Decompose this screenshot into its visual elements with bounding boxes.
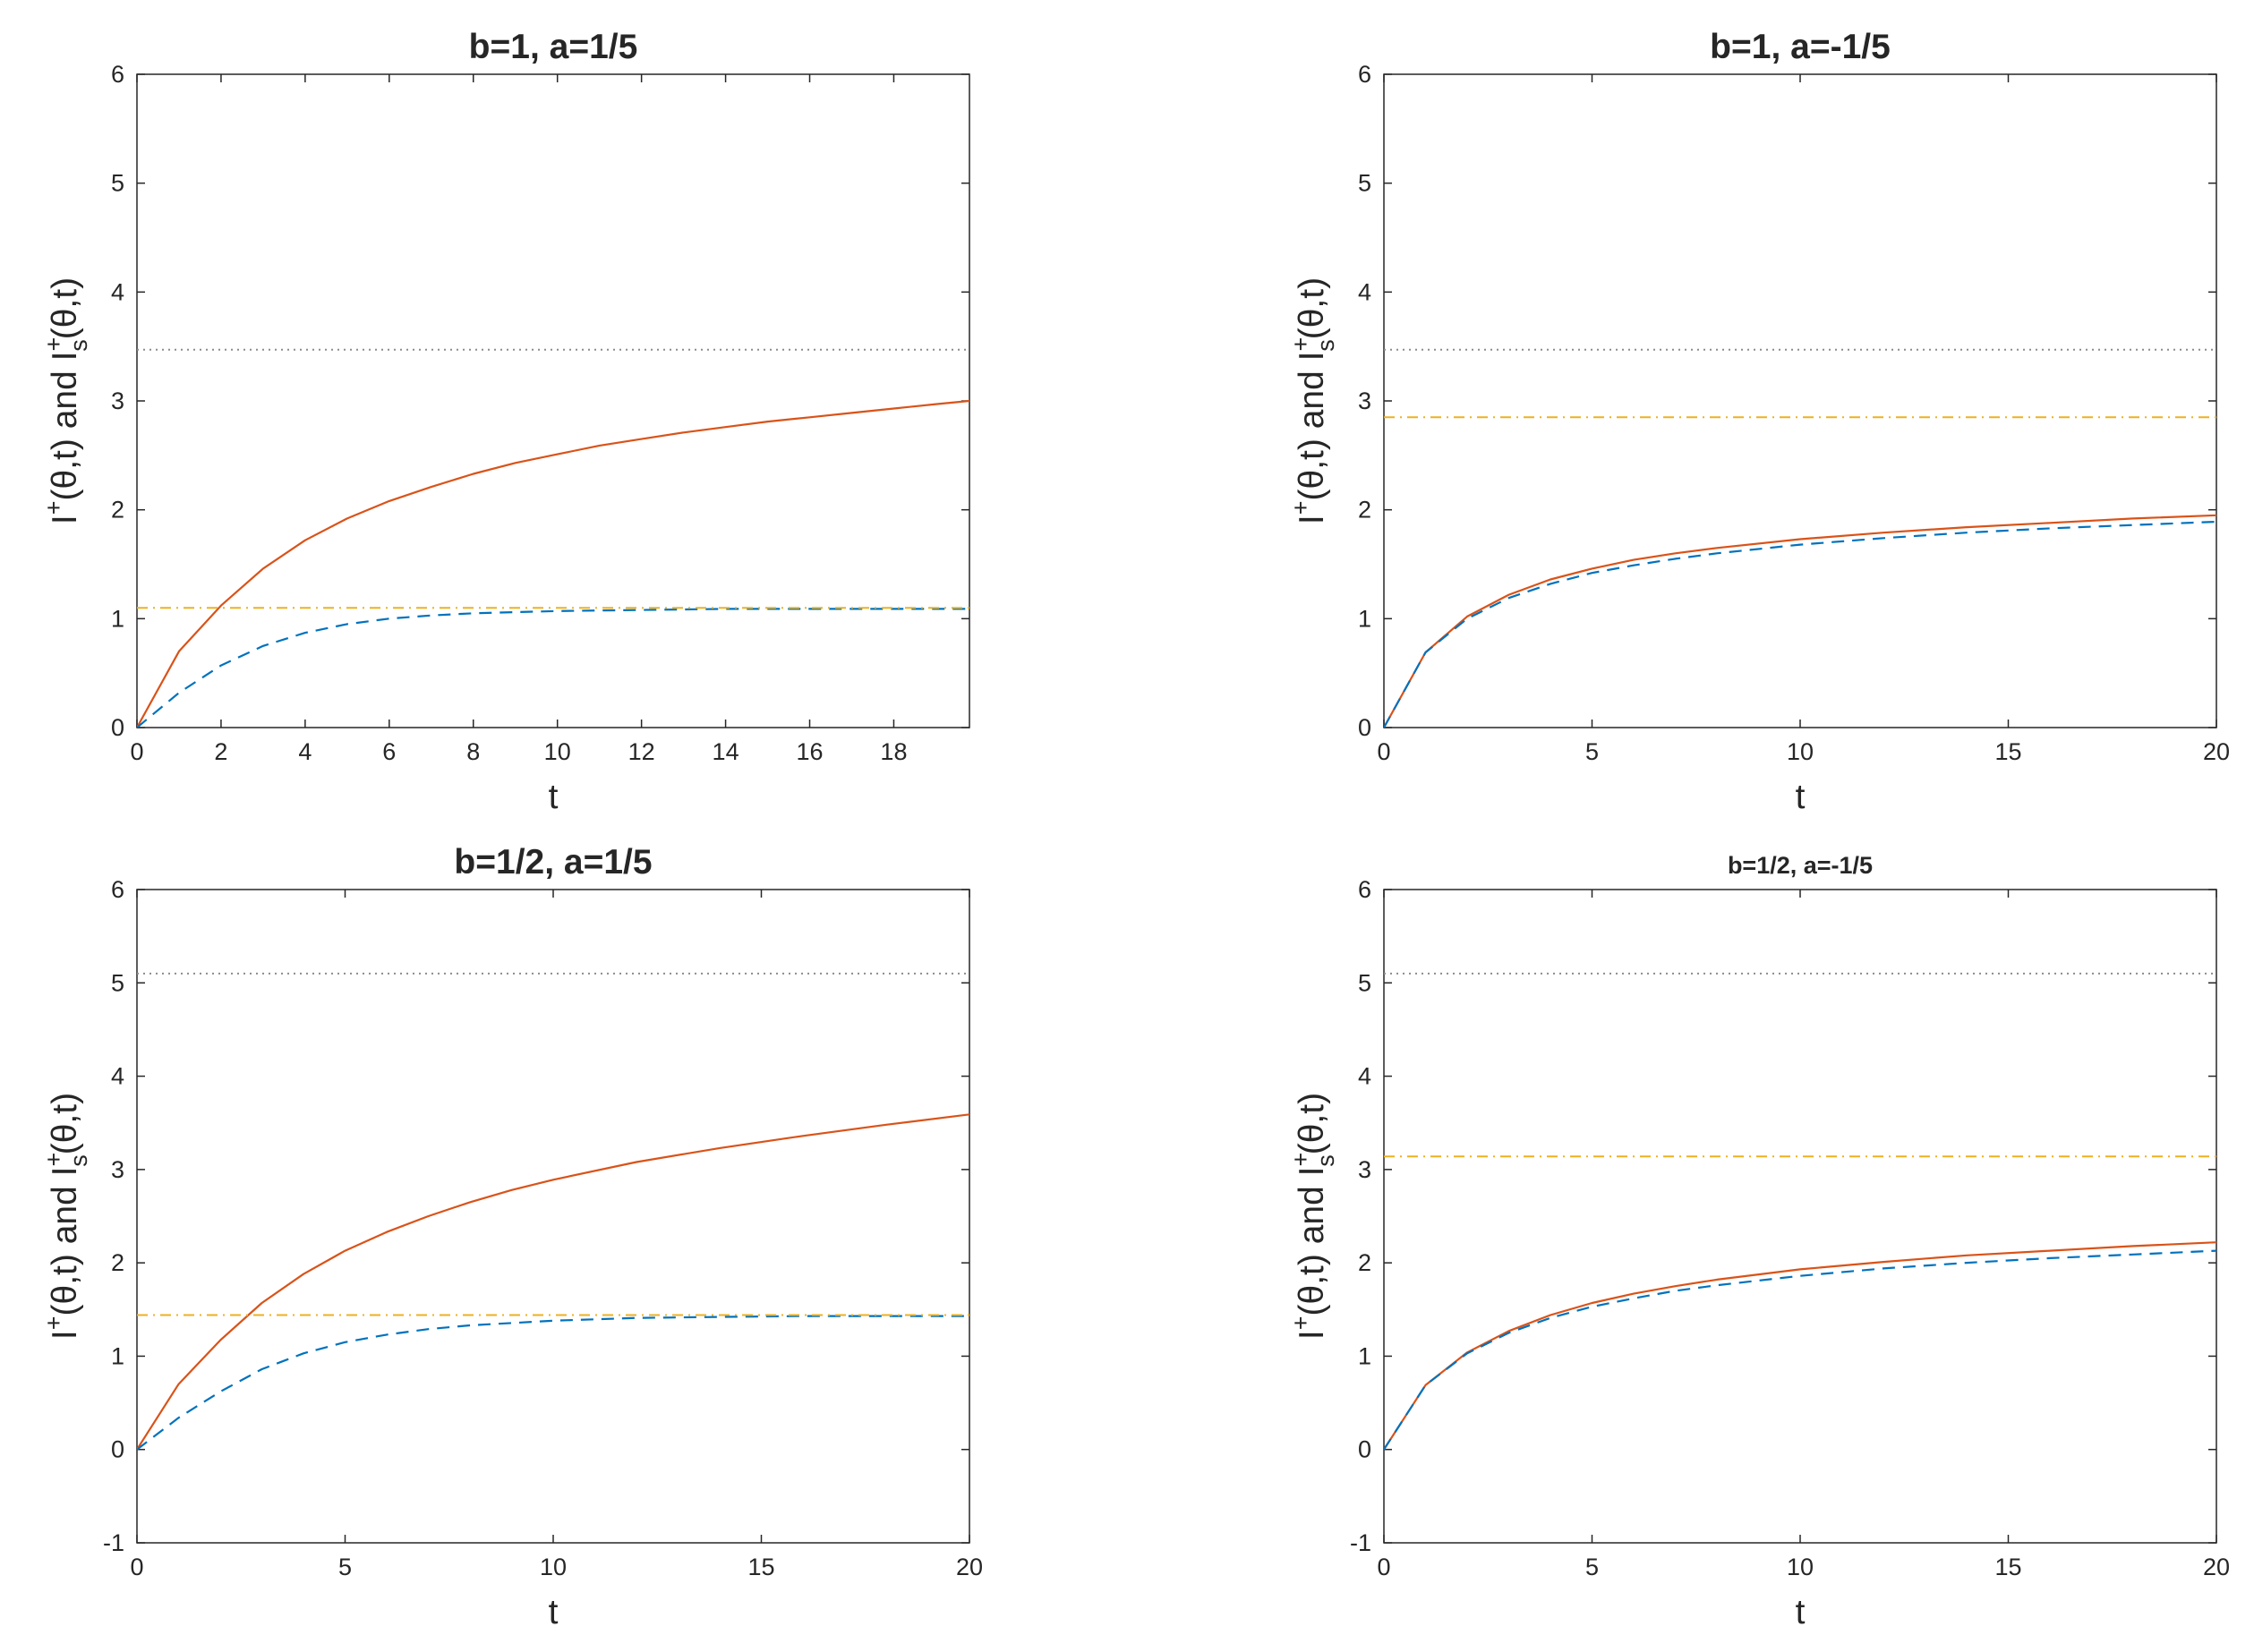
y-tick-label: 1 bbox=[1358, 1342, 1371, 1369]
y-axis-label: I+(θ,t) and I+s(θ,t) bbox=[1287, 277, 1339, 524]
y-tick-label: 4 bbox=[1358, 278, 1371, 305]
y-tick-label: 1 bbox=[111, 1342, 124, 1369]
plot-area bbox=[1383, 73, 2217, 728]
y-tick-label: 0 bbox=[1358, 1436, 1371, 1463]
x-tick-label: 12 bbox=[628, 738, 655, 765]
y-axis-label: I+(θ,t) and I+s(θ,t) bbox=[40, 277, 92, 524]
series-line-solid bbox=[1384, 1241, 2216, 1451]
series-line-solid bbox=[137, 1113, 969, 1451]
y-tick-label: 1 bbox=[1358, 605, 1371, 632]
y-tick-label: 4 bbox=[1358, 1063, 1371, 1090]
y-tick-label: 2 bbox=[1358, 497, 1371, 524]
series-line-solid bbox=[137, 399, 969, 728]
plot-area bbox=[136, 73, 970, 728]
y-tick-label: 0 bbox=[111, 1436, 124, 1463]
y-tick-label: 6 bbox=[1358, 876, 1371, 903]
x-tick-label: 10 bbox=[1787, 738, 1814, 765]
plot-area bbox=[136, 889, 970, 1544]
chart-title: b=1, a=-1/5 bbox=[1710, 28, 1891, 66]
x-tick-label: 0 bbox=[1377, 738, 1390, 765]
y-axis-label: I+(θ,t) and I+s(θ,t) bbox=[1287, 1093, 1339, 1340]
x-axis-label: t bbox=[1796, 778, 1806, 816]
series-group bbox=[1384, 348, 2216, 728]
x-tick-label: 5 bbox=[1585, 738, 1599, 765]
y-tick-label: 4 bbox=[111, 1063, 124, 1090]
y-tick-label: 2 bbox=[111, 1249, 124, 1276]
x-tick-label: 0 bbox=[130, 1554, 143, 1580]
y-tick-label: 3 bbox=[111, 1156, 124, 1183]
series-line-dashed bbox=[1384, 1249, 2216, 1451]
series-group bbox=[137, 348, 969, 728]
y-tick-label: 2 bbox=[1358, 1249, 1371, 1276]
y-tick-label: -1 bbox=[103, 1529, 124, 1556]
x-axis-label: t bbox=[549, 1593, 559, 1631]
series-group bbox=[1384, 972, 2216, 1451]
y-tick-label: 5 bbox=[1358, 969, 1371, 996]
chart-panel-2: 0 5 10 15 20 0 1 2 3 4 5 6 b=1, a=-1/5 t I+(θ,t) and I… bbox=[1287, 28, 2230, 816]
x-tick-label: 0 bbox=[1377, 1554, 1390, 1580]
series-line-solid bbox=[1384, 514, 2216, 728]
x-tick-label: 2 bbox=[214, 738, 227, 765]
x-tick-label: 16 bbox=[796, 738, 823, 765]
x-tick-label: 14 bbox=[713, 738, 739, 765]
x-tick-label: 10 bbox=[544, 738, 571, 765]
x-tick-label: 5 bbox=[338, 1554, 352, 1580]
x-tick-label: 10 bbox=[540, 1554, 567, 1580]
y-tick-label: 3 bbox=[111, 387, 124, 414]
x-tick-label: 20 bbox=[956, 1554, 983, 1580]
x-tick-label: 6 bbox=[382, 738, 396, 765]
series-group bbox=[137, 972, 969, 1451]
x-axis-label: t bbox=[549, 778, 559, 816]
x-tick-label: 8 bbox=[466, 738, 480, 765]
y-tick-label: 2 bbox=[111, 497, 124, 524]
y-tick-label: 3 bbox=[1358, 1156, 1371, 1183]
x-tick-label: 10 bbox=[1787, 1554, 1814, 1580]
y-tick-label: 4 bbox=[111, 278, 124, 305]
y-tick-label: 1 bbox=[111, 605, 124, 632]
x-tick-label: 4 bbox=[298, 738, 312, 765]
chart-title: b=1/2, a=-1/5 bbox=[1728, 852, 1873, 879]
x-tick-label: 15 bbox=[1994, 1554, 2021, 1580]
x-tick-label: 20 bbox=[2203, 738, 2230, 765]
y-tick-label: 3 bbox=[1358, 387, 1371, 414]
series-line-dashed bbox=[1384, 520, 2216, 728]
y-tick-label: 0 bbox=[1358, 714, 1371, 741]
y-tick-label: 6 bbox=[111, 876, 124, 903]
y-tick-label: 0 bbox=[111, 714, 124, 741]
y-tick-label: 5 bbox=[111, 170, 124, 197]
y-tick-label: 5 bbox=[1358, 170, 1371, 197]
chart-title: b=1, a=1/5 bbox=[469, 28, 638, 66]
chart-title: b=1/2, a=1/5 bbox=[454, 843, 652, 881]
y-tick-label: 6 bbox=[111, 61, 124, 88]
x-tick-label: 20 bbox=[2203, 1554, 2230, 1580]
x-tick-label: 0 bbox=[130, 738, 143, 765]
x-tick-label: 18 bbox=[880, 738, 907, 765]
y-tick-label: 5 bbox=[111, 969, 124, 996]
y-tick-label: 6 bbox=[1358, 61, 1371, 88]
x-tick-label: 5 bbox=[1585, 1554, 1599, 1580]
x-axis-label: t bbox=[1796, 1593, 1806, 1631]
x-tick-label: 15 bbox=[747, 1554, 774, 1580]
y-tick-label: -1 bbox=[1350, 1529, 1371, 1556]
x-tick-label: 15 bbox=[1994, 738, 2021, 765]
plot-area bbox=[1383, 889, 2217, 1544]
y-axis-label: I+(θ,t) and I+s(θ,t) bbox=[40, 1093, 92, 1340]
series-line-dashed bbox=[137, 1315, 969, 1451]
